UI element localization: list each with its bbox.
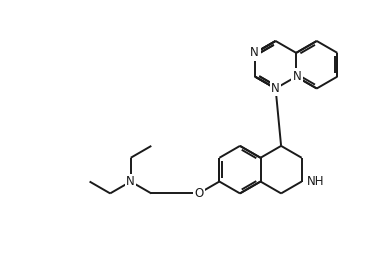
Text: N: N [271, 82, 280, 95]
Text: O: O [194, 187, 203, 200]
Text: NH: NH [307, 175, 324, 188]
Text: N: N [251, 46, 260, 59]
Text: N: N [126, 175, 135, 188]
Text: N: N [249, 46, 258, 59]
Text: N: N [293, 70, 301, 83]
